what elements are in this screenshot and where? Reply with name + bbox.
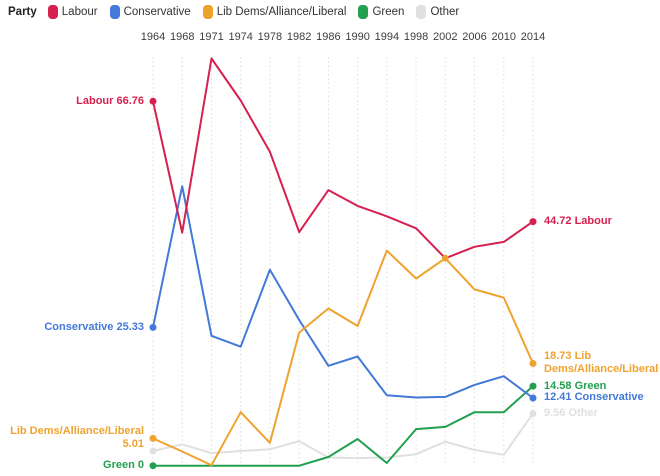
lib-dems-alliance-liberal-point-1964	[149, 434, 157, 442]
legend-item-label: Conservative	[123, 6, 191, 18]
legend-swatch	[416, 5, 427, 19]
other-end-label: 9.56 Other	[544, 407, 598, 420]
other-line	[152, 412, 534, 460]
other-point-1964	[149, 447, 157, 455]
legend-item-label: Lib Dems/Alliance/Liberal	[216, 6, 347, 18]
conservative-point-2014	[529, 394, 537, 402]
lib-dems-alliance-liberal-point-2002	[441, 254, 449, 262]
legend-item-lib-dems-alliance-liberal[interactable]: Lib Dems/Alliance/Liberal	[202, 5, 347, 19]
x-axis-label-1978: 1978	[257, 31, 283, 43]
green-point-1964	[149, 462, 157, 470]
labour-line	[152, 57, 534, 260]
x-axis-label-1974: 1974	[228, 31, 253, 43]
conservative-line	[152, 185, 534, 399]
labour-end-label: 44.72 Labour	[544, 215, 612, 228]
x-axis-label-2010: 2010	[491, 31, 517, 43]
x-axis-label-2006: 2006	[462, 31, 487, 43]
legend-item-label: Labour	[61, 6, 98, 18]
legend-items: Labour Conservative Lib Dems/Alliance/Libe…	[47, 5, 459, 19]
x-axis-label-1964: 1964	[140, 31, 166, 43]
x-axis-label-1986: 1986	[316, 31, 341, 43]
labour-start-label: Labour 66.76	[76, 94, 144, 107]
x-axis-label-2014: 2014	[520, 31, 546, 43]
lib-dems-alliance-liberal-line	[152, 249, 534, 467]
legend-item-label: Other	[430, 6, 460, 18]
legend-swatch	[47, 5, 58, 19]
legend-item-conservative[interactable]: Conservative	[109, 5, 191, 19]
green-point-2014	[529, 382, 537, 390]
green-end-label: 14.58 Green	[544, 379, 607, 392]
other-point-2014	[529, 410, 537, 417]
legend-title: Party	[8, 6, 37, 18]
green-start-label: Green 0	[103, 459, 144, 472]
x-axis-label-1968: 1968	[169, 31, 195, 43]
lib-dems-alliance-liberal-end-label: 18.73 Lib Dems/Alliance/Liberal	[544, 350, 659, 376]
legend-item-label: Green	[372, 6, 405, 18]
conservative-end-label: 12.41 Conservative	[544, 391, 644, 404]
x-axis-label-1971: 1971	[199, 31, 224, 43]
lib-dems-alliance-liberal-point-2014	[529, 360, 537, 367]
green-line	[152, 385, 534, 467]
legend-item-other[interactable]: Other	[416, 5, 459, 19]
legend-swatch	[358, 5, 369, 19]
conservative-point-1964	[149, 323, 157, 331]
x-axis-label-1990: 1990	[345, 31, 370, 43]
legend-swatch	[202, 5, 213, 19]
conservative-start-label: Conservative 25.33	[44, 320, 144, 333]
x-axis-label-1998: 1998	[403, 31, 429, 43]
legend-swatch	[109, 5, 120, 19]
lib-dems-alliance-liberal-start-label: Lib Dems/Alliance/Liberal 5.01	[10, 425, 144, 451]
legend-item-green[interactable]: Green	[358, 5, 404, 19]
labour-point-2014	[529, 218, 537, 226]
x-axis-label-2002: 2002	[433, 31, 458, 43]
legend: Party Labour Conservative Lib Dems/Allianc…	[8, 5, 459, 19]
x-axis-label-1982: 1982	[286, 31, 312, 43]
x-axis-label-1994: 1994	[374, 31, 400, 43]
legend-item-labour[interactable]: Labour	[47, 5, 98, 19]
labour-point-1964	[149, 97, 157, 105]
